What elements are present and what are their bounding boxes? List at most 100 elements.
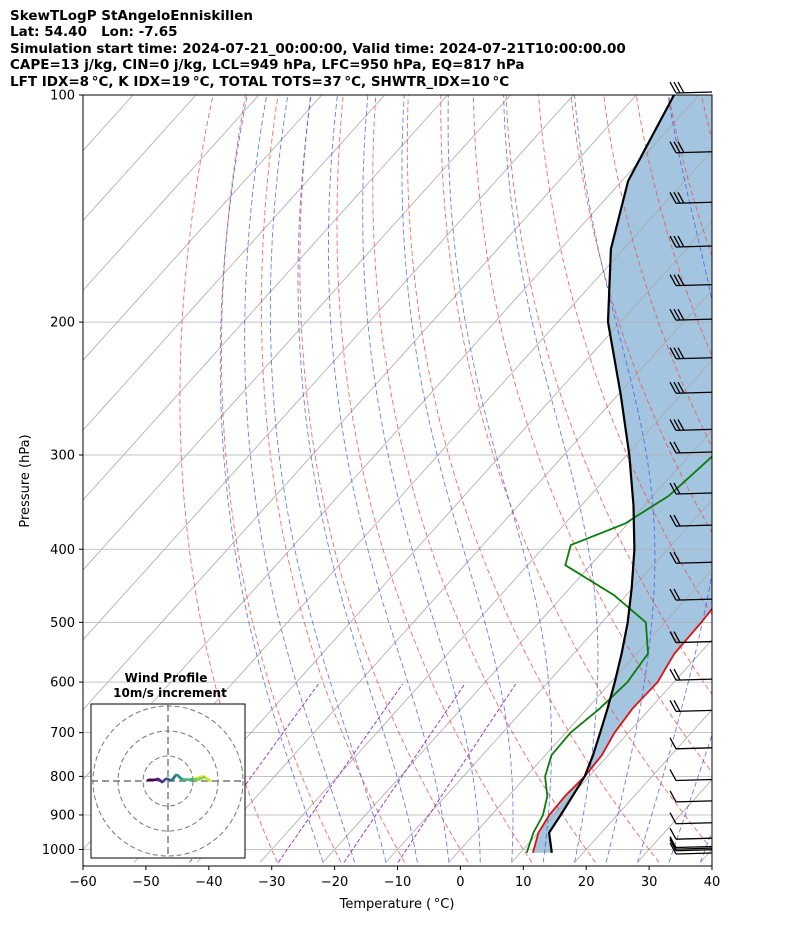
wind-barb-flag (669, 482, 677, 495)
wind-barb-staff (675, 492, 713, 495)
moist-adiabat (574, 95, 656, 863)
wind-barbs-layer (669, 81, 713, 855)
isotherm-line (83, 95, 511, 571)
wind-barb-flag (669, 81, 677, 94)
wind-barb-flag (673, 482, 681, 495)
wind-barb-flag (677, 81, 685, 94)
moist-adiabat (668, 733, 712, 863)
x-tick-label: 0 (456, 875, 464, 890)
mixing-ratio-line (397, 683, 517, 863)
y-tick-label: 400 (50, 543, 75, 558)
x-tick-label: −10 (384, 875, 411, 890)
wind-barb-staff (675, 678, 713, 681)
wind-barb-flag (669, 631, 677, 643)
isotherm-line (83, 95, 448, 501)
wind-barb-flag (669, 839, 677, 852)
wind-barb-flag (673, 308, 681, 321)
wind-barb-flag (677, 141, 685, 154)
isotherm-line (322, 429, 712, 863)
y-tick-label: 600 (50, 676, 75, 691)
y-tick-label: 300 (50, 448, 75, 463)
wind-barb-flag (669, 191, 677, 204)
y-tick-label: 100 (50, 89, 75, 104)
isotherm-line (134, 219, 712, 863)
x-tick-label: −30 (258, 875, 285, 890)
parcel-profile (547, 95, 675, 853)
wind-barb-staff (675, 837, 713, 840)
dry-adiabat (635, 95, 712, 357)
dry-adiabat (336, 95, 533, 863)
wind-barb-flag (669, 837, 677, 850)
isotherm-line (574, 709, 712, 863)
indices-line-2: LFT IDX=8 °C, K IDX=19 °C, TOTAL TOTS=37… (10, 73, 510, 90)
x-tick-label: −20 (321, 875, 348, 890)
isotherm-line (385, 499, 712, 863)
wind-barb-staff (675, 318, 713, 321)
wind-barb-staff (675, 201, 713, 204)
isotherm-line (196, 289, 712, 863)
wind-barb-flag (669, 347, 677, 360)
wind-barb-staff (675, 800, 713, 803)
x-axis-label: Temperature ( °C) (339, 897, 455, 912)
wind-barb-flag (673, 381, 681, 394)
y-tick-label: 800 (50, 770, 75, 785)
wind-barb-flag (673, 551, 681, 564)
x-tick-label: −40 (195, 875, 222, 890)
isotherm-line (83, 95, 385, 431)
mixing-ratio-line (277, 683, 404, 863)
moist-adiabat (362, 95, 481, 863)
dewpoint-profile (525, 455, 712, 854)
wind-barb-staff (675, 451, 713, 454)
dry-adiabat (538, 95, 712, 616)
dry-adiabat (299, 95, 469, 863)
wind-barb-flag (669, 551, 677, 564)
wind-barb-staff (675, 428, 713, 432)
guide-lines-layer (83, 95, 794, 863)
y-tick-label: 200 (50, 316, 75, 331)
wind-barb-staff (675, 357, 713, 360)
wind-barb-flag (673, 274, 681, 286)
wind-barb-flag (669, 668, 677, 681)
wind-barb-flag (669, 141, 677, 154)
cape-shading (532, 95, 712, 853)
moist-adiabat (699, 830, 712, 863)
wind-barb-flag (677, 274, 685, 286)
wind-barb-flag (677, 191, 685, 204)
dry-adiabat (372, 95, 596, 863)
wind-barb-flag (673, 631, 681, 643)
wind-barb-staff (675, 822, 713, 825)
moist-adiabat (219, 95, 324, 863)
moist-adiabat (297, 95, 418, 863)
dry-adiabat (700, 95, 712, 142)
x-tick-label: 30 (641, 875, 658, 890)
wind-barb-flag (669, 842, 677, 855)
wind-barb-staff (675, 561, 713, 564)
dry-adiabat (221, 95, 342, 863)
mixing-ratio-line (343, 683, 466, 863)
wind-barb-staff (675, 747, 713, 750)
hodograph-subtitle: 10m/s increment (113, 686, 227, 700)
chart-title: SkewTLogP StAngeloEnniskillen (10, 8, 253, 24)
wind-barb-flag (669, 235, 677, 248)
wind-barb-flag (669, 588, 677, 601)
dry-adiabat (603, 95, 712, 448)
wind-barb-staff (675, 524, 713, 527)
hodograph-title: Wind Profile (125, 671, 208, 685)
wind-barb-flag (669, 812, 677, 825)
hodograph-plot (91, 704, 245, 858)
wind-barb-staff (675, 391, 713, 394)
wind-barb-staff (675, 847, 713, 850)
wind-barb-flag (677, 347, 685, 360)
wind-barb-staff (675, 245, 713, 248)
wind-barb-staff (675, 849, 713, 852)
dry-adiabat (472, 95, 712, 774)
moist-adiabat (401, 95, 514, 863)
temperature-profile (532, 607, 712, 854)
wind-barb-flag (669, 836, 677, 848)
location-line: Lat: 54.40 Lon: -7.65 (10, 24, 178, 41)
dry-adiabat (766, 95, 794, 862)
wind-barb-staff (675, 778, 713, 782)
isotherm-line (83, 95, 637, 711)
y-tick-label: 900 (50, 808, 75, 823)
